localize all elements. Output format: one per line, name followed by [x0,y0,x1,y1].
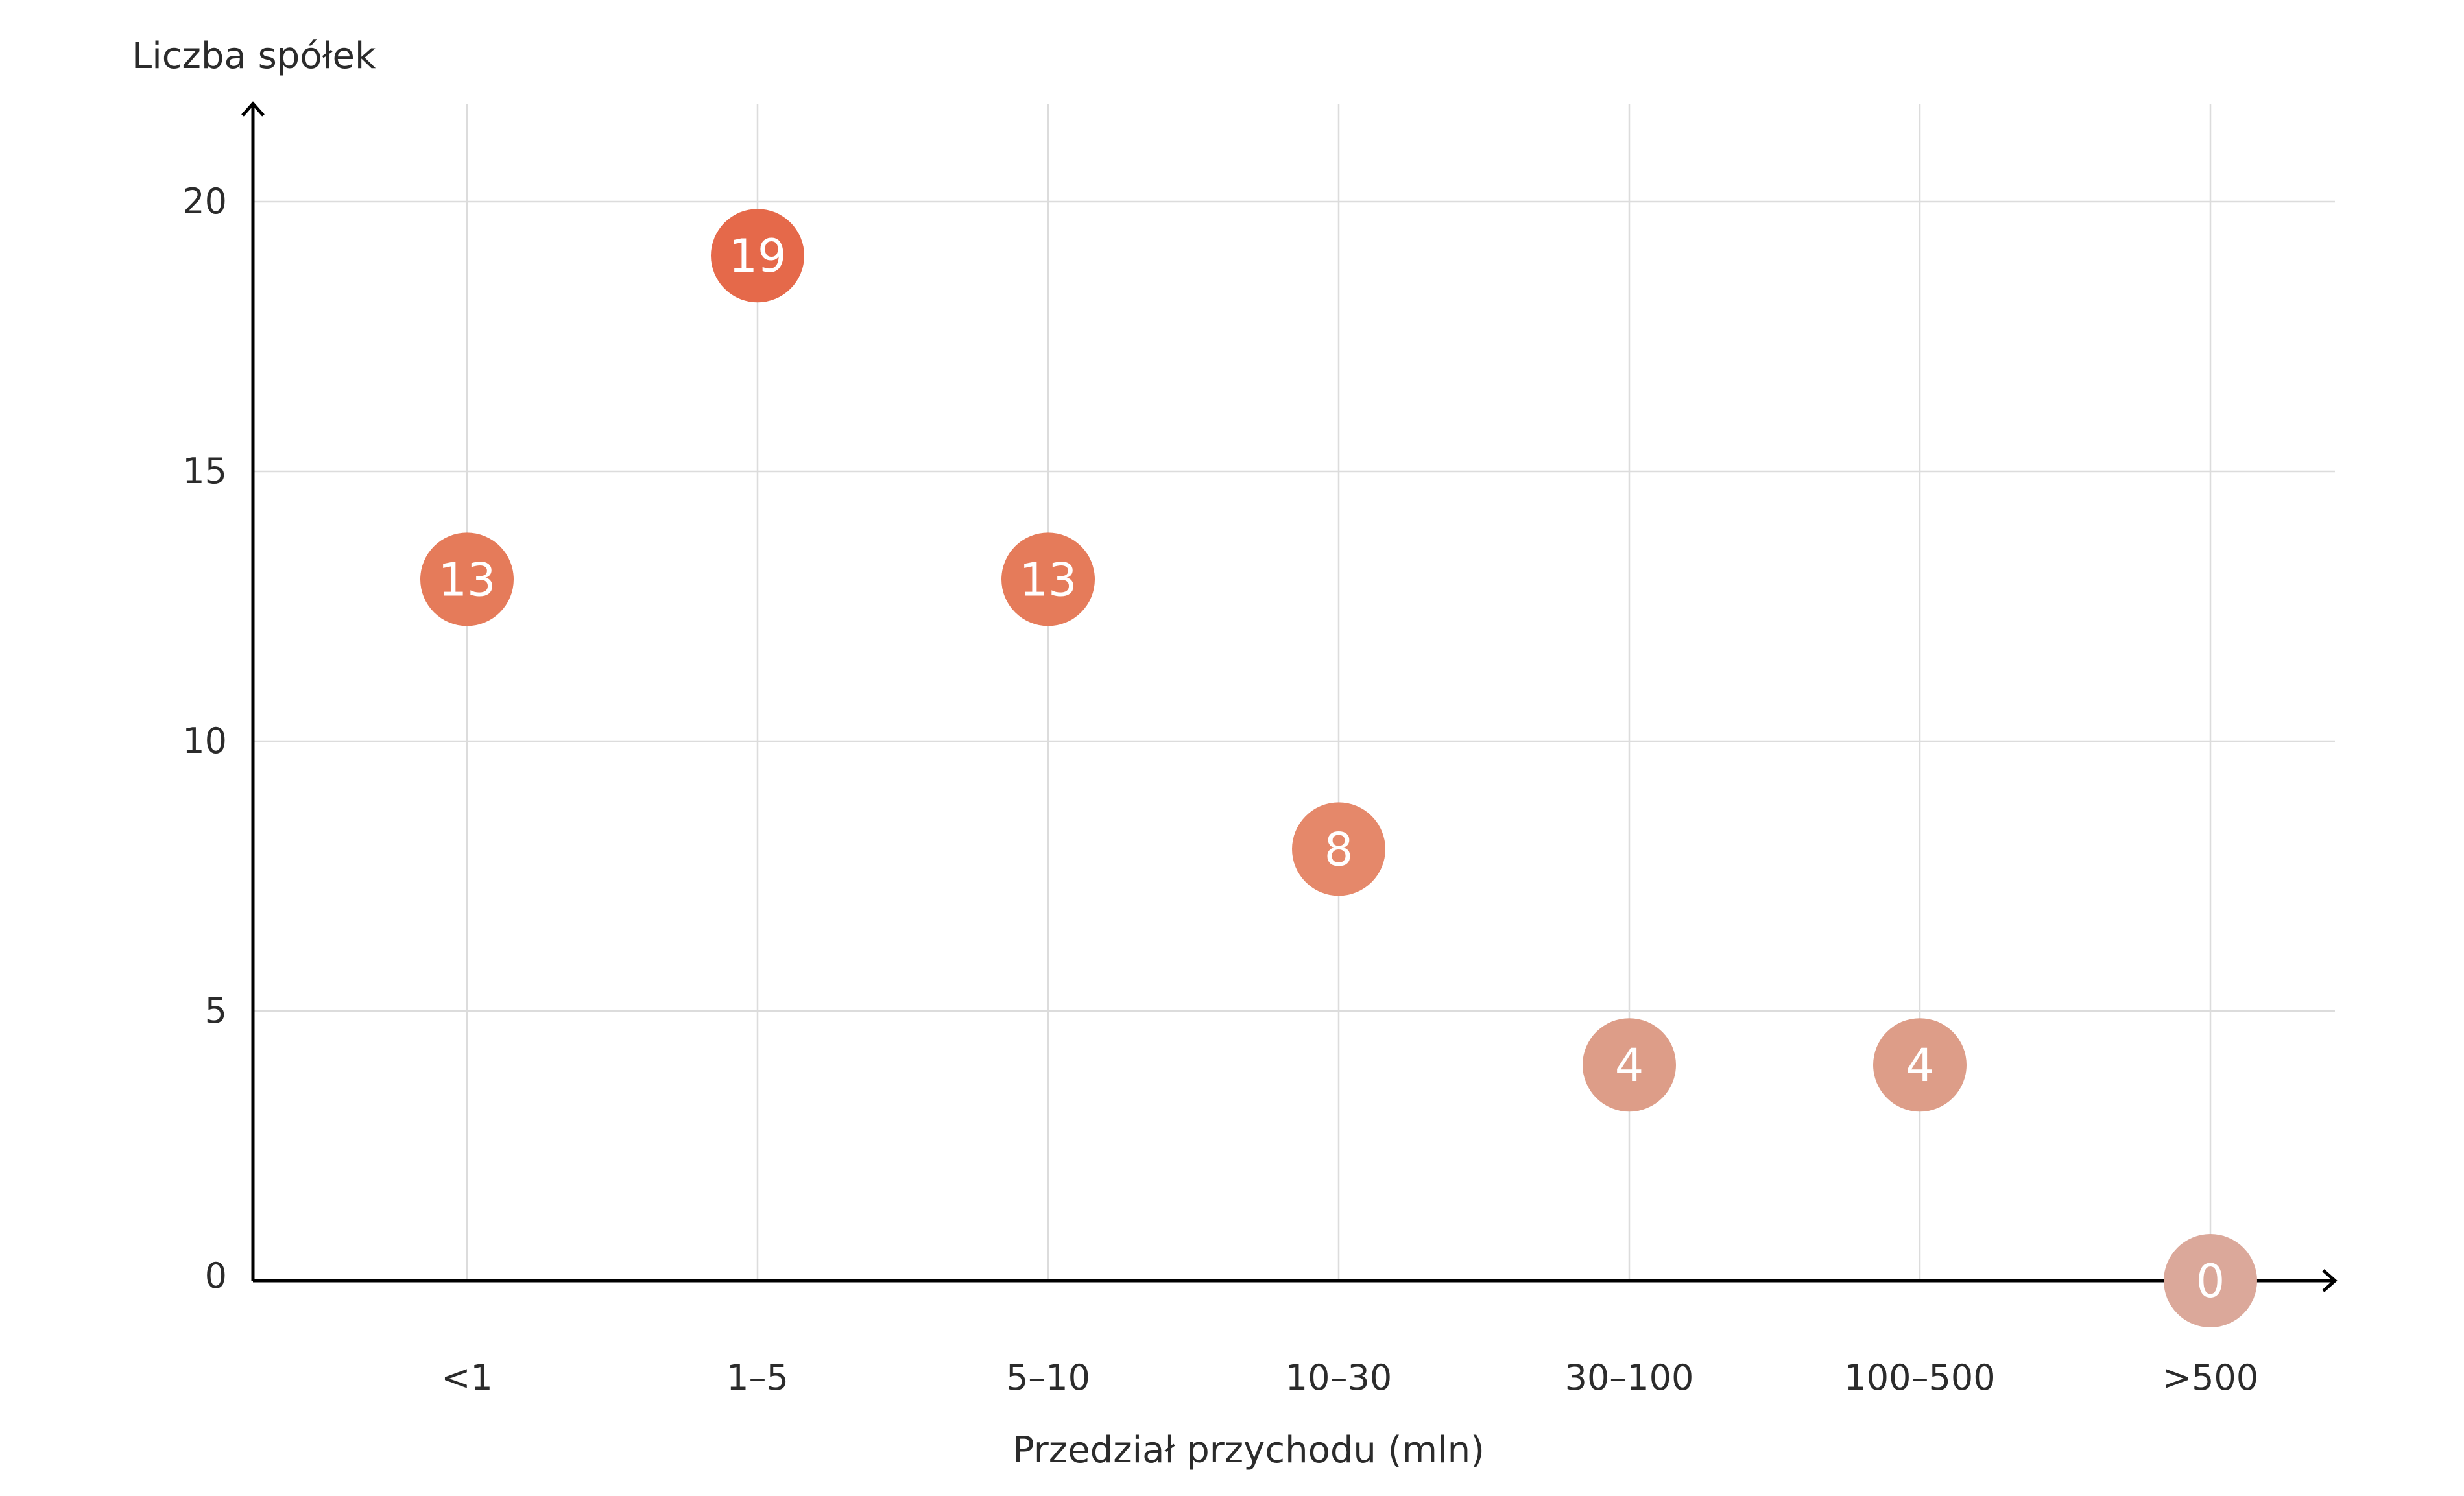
point-value-label: 4 [1906,1039,1935,1092]
y-tick-label: 15 [182,451,227,492]
point-marker [1001,532,1095,626]
point-marker [1873,1018,1967,1112]
y-tick-label: 10 [182,720,227,761]
x-tick-label: >500 [2162,1357,2258,1398]
x-tick-labels: <1 1–5 5–10 10–30 30–100 100–500 >500 [441,1357,2258,1398]
x-axis-arrow [2322,1269,2338,1292]
y-axis-title: Liczba spółek [132,35,376,77]
point-value-label: 0 [2196,1255,2225,1308]
point-marker [2164,1234,2257,1327]
data-point: 8 [1292,802,1385,896]
point-value-label: 13 [1019,553,1077,606]
point-marker [420,532,514,626]
x-tick-label: 100–500 [1844,1357,1995,1398]
data-point: 4 [1873,1018,1967,1112]
point-marker [1292,802,1385,896]
x-axis-title: Przedział przychodu (mln) [1012,1429,1485,1471]
point-value-label: 19 [728,230,786,283]
point-marker [711,209,804,303]
axes [241,101,2338,1292]
data-point: 19 [711,209,804,303]
x-tick-label: 30–100 [1565,1357,1694,1398]
y-tick-label: 5 [205,990,227,1031]
data-point: 4 [1583,1018,1676,1112]
y-axis-arrow [241,101,265,117]
x-tick-label: <1 [441,1357,493,1398]
grid [253,104,2335,1281]
point-value-label: 8 [1324,823,1354,876]
point-value-label: 13 [438,553,496,606]
data-points: 13 19 13 8 4 4 0 [420,209,2257,1327]
data-point: 13 [1001,532,1095,626]
y-tick-label: 0 [205,1255,227,1296]
point-value-label: 4 [1615,1039,1644,1092]
x-tick-label: 1–5 [726,1357,789,1398]
x-tick-label: 5–10 [1006,1357,1090,1398]
x-tick-label: 10–30 [1286,1357,1392,1398]
point-marker [1583,1018,1676,1112]
data-point: 13 [420,532,514,626]
y-tick-labels: 0 5 10 15 20 [182,181,227,1296]
data-point: 0 [2164,1234,2257,1327]
y-tick-label: 20 [182,181,227,222]
